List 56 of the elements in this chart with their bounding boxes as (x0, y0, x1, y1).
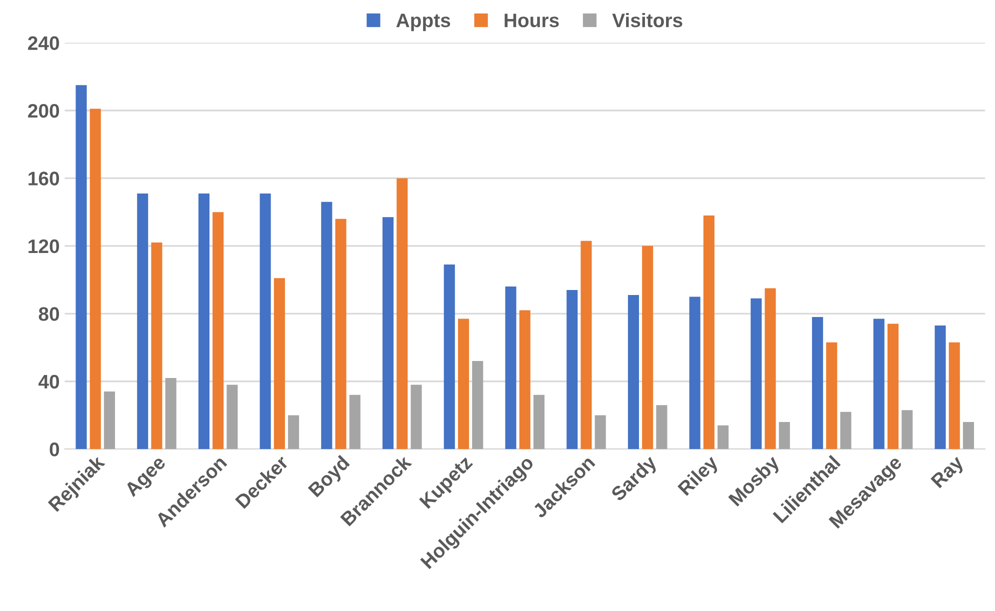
legend-label: Visitors (612, 12, 682, 28)
bar (226, 384, 238, 450)
bar (472, 361, 484, 450)
bar (750, 298, 762, 450)
bar (948, 342, 960, 450)
bar (90, 108, 101, 450)
bar (505, 286, 516, 450)
bar (902, 410, 913, 450)
bar (519, 310, 530, 450)
x-tick-label: Ray (930, 454, 968, 492)
bar (934, 326, 946, 450)
bar (104, 392, 115, 450)
bar (812, 317, 824, 450)
bar (594, 415, 606, 450)
legend-label: Hours (504, 14, 559, 28)
bar (410, 384, 422, 450)
bar (580, 240, 592, 450)
bar (764, 288, 776, 450)
y-tick-label: 80 (38, 307, 60, 321)
y-tick-label: 160 (28, 172, 60, 186)
bar (151, 242, 162, 450)
bar (826, 342, 838, 450)
bar (628, 295, 639, 450)
bar (718, 425, 729, 450)
bar (566, 290, 578, 450)
y-tick-label: 0 (50, 442, 60, 456)
bar (887, 324, 899, 450)
y-tick-label: 200 (28, 104, 60, 118)
bar (335, 218, 346, 450)
bar (962, 422, 974, 450)
bar (396, 178, 408, 450)
bar (382, 217, 394, 450)
y-tick-label: 240 (28, 36, 60, 50)
bar (288, 415, 300, 450)
y-tick-label: 120 (28, 239, 60, 254)
bar (873, 318, 884, 450)
bar (349, 394, 360, 450)
bar (198, 193, 210, 450)
bar (840, 412, 852, 450)
bar (165, 378, 176, 450)
bar (703, 215, 714, 450)
bar (778, 422, 790, 450)
bar (260, 193, 271, 450)
bar (642, 246, 654, 450)
bar (137, 193, 148, 450)
bar (212, 212, 224, 450)
bar (458, 318, 470, 450)
bar (533, 394, 544, 450)
bar (689, 296, 700, 450)
bar (656, 405, 668, 450)
bar (76, 85, 87, 450)
y-tick-label: 40 (38, 374, 60, 389)
bar (321, 202, 332, 450)
bar (274, 278, 285, 450)
legend-label: Appts (396, 14, 450, 32)
bar (444, 264, 455, 450)
